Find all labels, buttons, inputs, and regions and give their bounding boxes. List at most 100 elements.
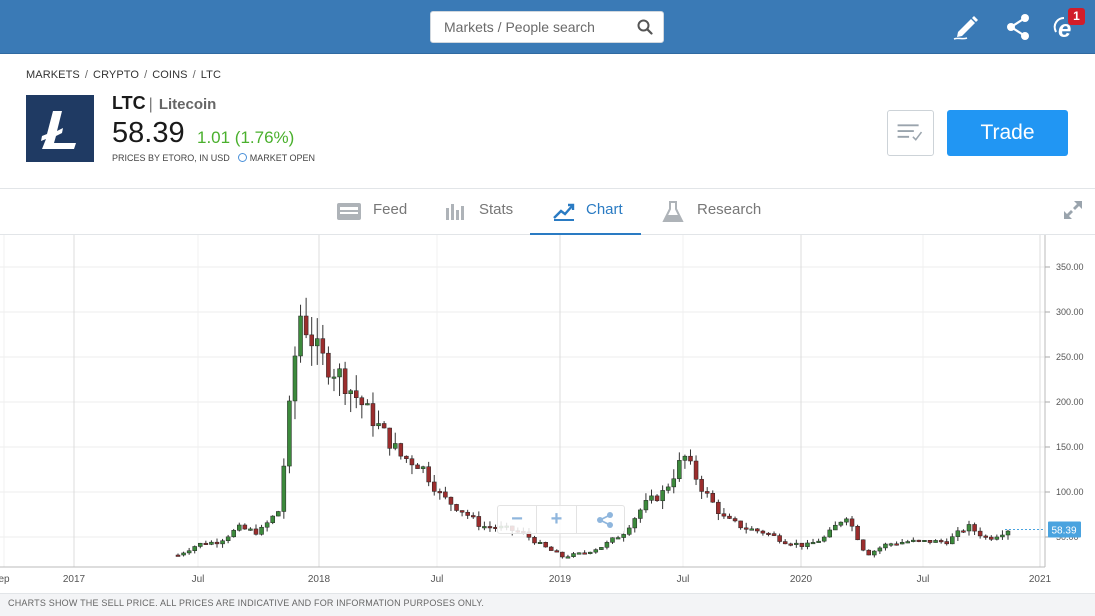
candle-body xyxy=(409,458,415,466)
breadcrumb-crypto[interactable]: CRYPTO xyxy=(93,69,140,81)
candle-body xyxy=(431,481,437,492)
candle-body xyxy=(938,540,944,543)
candle-body xyxy=(977,530,983,537)
candle-body xyxy=(537,542,543,545)
instrument-header: MARKETS / CRYPTO / COINS / LTC LTC | Litecoin 58… xyxy=(0,55,1095,189)
trade-button[interactable]: Trade xyxy=(947,110,1068,156)
candle-body xyxy=(721,513,727,517)
candle-body xyxy=(994,536,1000,540)
candle-body xyxy=(487,526,493,529)
candle-body xyxy=(688,455,693,462)
candle-body xyxy=(587,551,593,554)
search-box[interactable] xyxy=(430,11,664,43)
breadcrumb-coins[interactable]: COINS xyxy=(152,69,188,81)
share-icon[interactable] xyxy=(1002,10,1034,42)
instrument-price: 58.39 xyxy=(112,117,185,149)
candle-body xyxy=(738,520,743,529)
candle-body xyxy=(827,529,832,538)
candle-body xyxy=(755,528,760,532)
candle-body xyxy=(732,518,738,522)
stats-icon xyxy=(446,204,464,220)
x-tick-label: 2017 xyxy=(63,574,86,585)
candle-body xyxy=(916,539,922,542)
candle-body xyxy=(643,500,649,511)
zoom-out-button[interactable]: − xyxy=(498,506,537,533)
chart-share-icon[interactable] xyxy=(595,511,615,529)
clock-icon xyxy=(237,153,247,162)
candle-body xyxy=(320,338,326,354)
candle-body xyxy=(855,525,860,541)
candle-body xyxy=(654,495,660,502)
candle-body xyxy=(950,536,955,545)
y-tick-label: 100.00 xyxy=(1056,487,1084,497)
tab-research[interactable]: Research xyxy=(662,189,762,235)
market-status: MARKET OPEN xyxy=(249,153,316,163)
candle-body xyxy=(905,541,910,544)
candle-body xyxy=(214,541,220,545)
tab-feed[interactable]: Feed xyxy=(336,189,416,235)
candle-body xyxy=(281,465,287,512)
candle-body xyxy=(209,541,214,545)
candle-body xyxy=(454,504,459,511)
notification-badge[interactable]: 1 xyxy=(1068,8,1085,25)
candle-body xyxy=(237,524,242,531)
candle-body xyxy=(298,315,303,357)
candle-body xyxy=(560,551,565,558)
candle-body xyxy=(270,515,275,523)
prices-by-label: PRICES BY ETORO, IN USD xyxy=(112,153,230,163)
price-change: 1.01 (1.76%) xyxy=(197,128,295,147)
tab-stats-label: Stats xyxy=(479,201,514,218)
candle-body xyxy=(331,376,337,379)
candle-body xyxy=(437,491,443,494)
candle-body xyxy=(242,524,248,530)
candle-body xyxy=(381,423,387,429)
candle-body xyxy=(398,443,404,457)
candle-body xyxy=(543,542,548,548)
y-tick-label: 300.00 xyxy=(1056,307,1084,317)
candlestick-chart[interactable]: ep 2017 Jul 2018 Jul 2019 Jul 2020 Jul 2021 350.00… xyxy=(0,235,1095,593)
x-tick-label: ep xyxy=(0,574,10,585)
candle-body xyxy=(805,542,810,547)
tab-stats[interactable]: Stats xyxy=(444,189,524,235)
x-tick-label: 2021 xyxy=(1029,574,1052,585)
candle-body xyxy=(966,524,972,532)
candle-body xyxy=(799,542,805,547)
tab-feed-label: Feed xyxy=(373,201,408,218)
candle-body xyxy=(788,543,794,546)
zoom-in-button[interactable]: + xyxy=(537,506,577,533)
candle-body xyxy=(710,493,716,503)
candle-body xyxy=(576,552,582,555)
candle-body xyxy=(443,491,448,498)
candle-body xyxy=(810,542,816,545)
candle-body xyxy=(348,390,353,394)
candle-body xyxy=(292,355,298,402)
candle-body xyxy=(838,521,844,526)
search-input[interactable] xyxy=(431,12,631,42)
title-separator: | xyxy=(148,96,153,113)
candle-body xyxy=(972,524,977,532)
candle-body xyxy=(554,550,560,553)
candle-body xyxy=(565,556,571,559)
watchlist-button[interactable] xyxy=(887,110,934,156)
tab-chart[interactable]: Chart xyxy=(530,189,641,235)
breadcrumb-markets[interactable]: MARKETS xyxy=(26,69,80,81)
current-price-tag xyxy=(1048,521,1081,538)
search-icon[interactable] xyxy=(637,19,653,35)
x-tick-label: Jul xyxy=(677,574,690,585)
candle-body xyxy=(671,478,677,488)
instrument-symbol: LTC xyxy=(112,93,146,113)
expand-icon[interactable] xyxy=(1062,199,1084,221)
candle-body xyxy=(248,528,253,531)
candle-body xyxy=(309,334,314,347)
candle-body xyxy=(470,515,476,518)
candle-body xyxy=(610,537,615,543)
price-chart[interactable]: ep 2017 Jul 2018 Jul 2019 Jul 2020 Jul 2021 350.00… xyxy=(0,235,1095,593)
candle-body xyxy=(192,546,197,551)
footer-disclaimer: CHARTS SHOW THE SELL PRICE. ALL PRICES A… xyxy=(8,598,485,608)
candle-body xyxy=(649,495,654,501)
candle-body xyxy=(253,528,259,535)
pencil-icon[interactable] xyxy=(950,10,982,42)
footer: CHARTS SHOW THE SELL PRICE. ALL PRICES A… xyxy=(0,593,1095,616)
candle-body xyxy=(264,522,270,528)
x-tick-label: Jul xyxy=(192,574,205,585)
